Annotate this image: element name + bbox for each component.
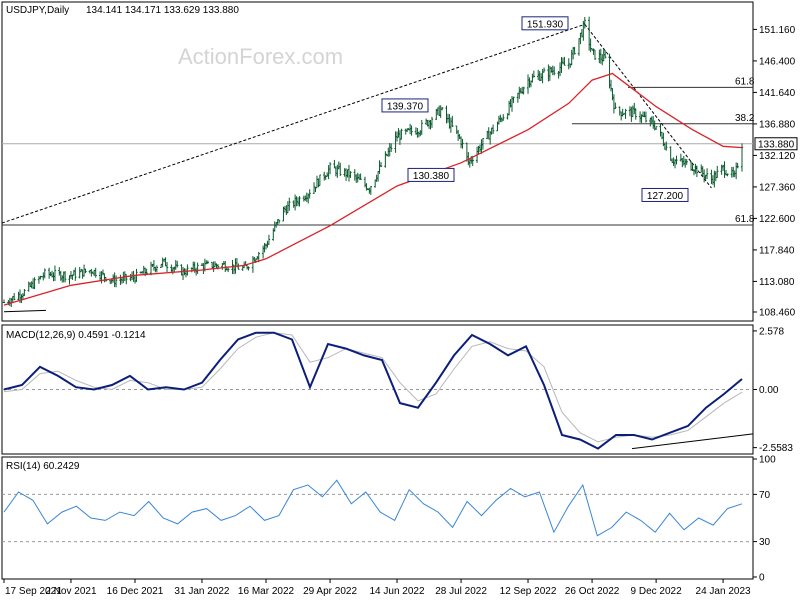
rsi-line xyxy=(3,479,743,537)
date-tick-label: 12 Sep 2022 xyxy=(500,586,557,597)
macd-header: MACD(12,26,9) 0.4591 -0.1214 xyxy=(6,330,146,341)
macd-tick-label: 0.00 xyxy=(759,385,779,396)
price-tick-label: 113.080 xyxy=(759,277,795,288)
ohlc-readout: 134.141 134.171 133.629 133.880 xyxy=(86,5,239,16)
price-tick-label: 146.400 xyxy=(759,56,796,67)
price-tick-label: 108.460 xyxy=(759,307,796,318)
macd-line xyxy=(3,331,743,450)
rsi-panel xyxy=(1,456,754,580)
base-line xyxy=(3,309,47,313)
price-annotation-box xyxy=(641,187,689,202)
retrace-trend-line xyxy=(584,24,712,189)
date-tick-label: 14 Jun 2022 xyxy=(369,586,424,597)
date-tick-label: 16 Mar 2022 xyxy=(238,586,295,597)
macd-tick-label: -2.5583 xyxy=(759,443,793,454)
price-tick-label: 141.640 xyxy=(759,88,796,99)
watermark: ActionForex.com xyxy=(178,44,343,69)
price-annotation-label: 151.930 xyxy=(527,19,564,30)
price-annotation-label: 130.380 xyxy=(413,171,450,182)
date-tick-label: 24 Jan 2023 xyxy=(696,586,751,597)
price-tick-label: 136.880 xyxy=(759,119,796,130)
price-tick-label: 122.600 xyxy=(759,214,796,225)
price-panel xyxy=(1,1,754,322)
rsi-tick-label: 100 xyxy=(759,455,776,466)
date-tick-label: 31 Jan 2022 xyxy=(174,586,229,597)
moving-average xyxy=(3,72,743,306)
rsi-tick-label: 70 xyxy=(759,490,771,501)
symbol-label: USDJPY,Daily xyxy=(6,5,69,16)
current-price-label: 133.880 xyxy=(758,139,795,150)
date-tick-label: 29 Apr 2022 xyxy=(303,586,357,597)
date-tick-label: 28 Jul 2022 xyxy=(435,586,487,597)
fib-label: 61.8 xyxy=(735,76,755,87)
price-tick-label: 151.160 xyxy=(759,25,796,36)
price-axis: 151.160 146.400 141.640 136.880 132.120 127.3… xyxy=(753,25,798,318)
price-tick-label: 132.120 xyxy=(759,151,796,162)
rsi-tick-label: 30 xyxy=(759,537,771,548)
current-price-box xyxy=(754,137,798,151)
moving-average-line xyxy=(3,72,743,306)
price-tick-label: 127.360 xyxy=(759,182,796,193)
macd-signal-line xyxy=(3,332,743,443)
price-bars xyxy=(2,16,744,308)
price-annotation-box xyxy=(521,16,569,31)
fib-label: 61.8 xyxy=(735,214,755,225)
fibonacci-levels: 61.8 38.2 61.8 xyxy=(2,76,755,226)
price-annotation-box xyxy=(407,167,455,182)
macd-divergence-line xyxy=(631,433,754,450)
date-tick-label: 17 Sep 2021 xyxy=(5,586,62,597)
fib-label: 38.2 xyxy=(735,113,755,124)
price-annotation-label: 139.370 xyxy=(387,101,424,112)
price-annotation-label: 127.200 xyxy=(647,191,684,202)
macd-tick-label: 2.578 xyxy=(759,326,784,337)
rsi-header: RSI(14) 60.2429 xyxy=(6,461,80,472)
date-tick-label: 16 Dec 2021 xyxy=(107,586,164,597)
trend-lines xyxy=(1,23,712,313)
price-tick-label: 117.840 xyxy=(759,245,795,256)
long-trend-line xyxy=(1,23,585,224)
date-tick-label: 2 Nov 2021 xyxy=(45,586,97,597)
rsi-tick-label: 0 xyxy=(759,573,765,584)
macd-indicator: 2.578 0.00 -2.5583 xyxy=(2,326,793,454)
date-tick-label: 9 Dec 2022 xyxy=(631,586,683,597)
price-annotations: 151.930 139.370 130.380 127.200 xyxy=(381,16,689,202)
price-annotation-box xyxy=(381,98,429,113)
rsi-indicator: 100 70 30 0 xyxy=(2,455,776,584)
date-tick-label: 26 Oct 2022 xyxy=(565,586,620,597)
